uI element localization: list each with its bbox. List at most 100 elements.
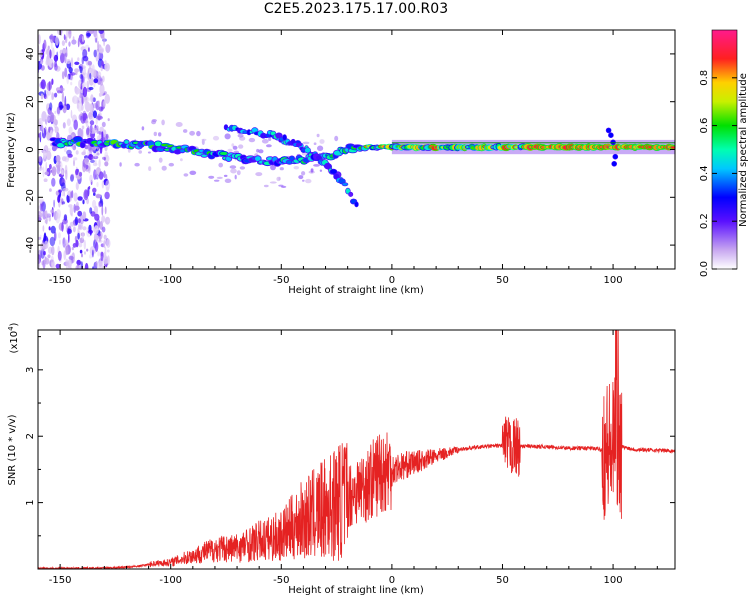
noise-speckle [101,215,106,223]
faint-blob [263,184,269,188]
noise-speckle [86,32,92,37]
noise-speckle [84,262,89,269]
noise-speckle [65,246,69,256]
faint-blob [224,178,232,183]
noise-speckle [59,105,64,109]
noise-speckle [89,103,94,114]
x-tick-label: -100 [159,275,182,286]
noise-speckle [43,178,48,182]
noise-speckle [93,49,97,58]
noise-speckle [77,127,83,139]
noise-speckle [55,36,59,46]
faint-blob [91,127,97,134]
noise-speckle [90,94,94,103]
noise-speckle [60,190,65,197]
noise-speckle [84,100,89,111]
noise-speckle [49,129,53,136]
noise-speckle [83,67,86,76]
noise-speckle [88,86,94,91]
faint-blob [119,162,122,167]
noise-speckle [77,232,80,240]
noise-speckle [44,171,50,176]
noise-speckle [93,30,98,38]
noise-speckle [74,216,78,226]
y-tick-label: -20 [25,189,36,205]
noise-speckle [49,163,52,170]
noise-speckle [92,187,97,193]
faint-blob [238,144,244,149]
noise-speckle [41,111,47,122]
noise-speckle [61,169,64,175]
trace-blob [669,145,675,150]
noise-speckle [101,180,105,189]
noise-speckle [68,30,72,39]
faint-blob [138,150,142,154]
noise-speckle [79,66,83,74]
y-tick-label: 2 [25,433,36,439]
noise-speckle [79,88,82,98]
noise-speckle [93,225,99,235]
noise-speckle [38,217,42,222]
noise-speckle [68,255,74,261]
noise-speckle [83,239,87,250]
noise-speckle [51,145,57,152]
noise-speckle [100,251,104,257]
noise-speckle [97,251,100,257]
noise-speckle [61,40,65,46]
noise-speckle [95,260,98,267]
faint-blob [229,165,237,169]
y-tick-label: 40 [25,48,36,61]
x-tick-label: -100 [159,575,182,586]
faint-blob [305,178,312,184]
noise-speckle [94,241,99,252]
faint-blob [134,162,140,167]
faint-blob [196,130,201,137]
noise-speckle [91,156,96,160]
noise-speckle [51,92,55,100]
x-tick-label: 50 [496,275,509,286]
noise-speckle [74,61,80,65]
noise-speckle [82,199,85,205]
noise-speckle [92,199,97,209]
noise-speckle [68,204,73,208]
noise-speckle [40,61,43,65]
noise-speckle [81,253,83,258]
faint-blob [255,172,263,177]
noise-speckle [49,188,52,192]
noise-speckle [89,207,93,214]
x-tick-label: 50 [496,575,509,586]
noise-speckle [75,181,79,191]
noise-speckle [100,78,103,82]
noise-speckle [54,92,58,98]
noise-speckle [106,249,110,253]
noise-speckle [48,81,52,90]
noise-speckle [71,39,77,45]
noise-speckle [77,218,81,224]
noise-speckle [69,191,72,199]
noise-speckle [93,232,99,243]
faint-blob [224,133,231,140]
y-tick-label: 1 [25,499,36,505]
noise-speckle [66,227,70,235]
noise-speckle [104,191,110,200]
faint-blob [223,174,228,177]
noise-speckle [75,150,79,155]
noise-speckle [43,232,47,243]
noise-speckle [53,199,55,208]
faint-blob [175,122,183,127]
noise-speckle [101,198,104,207]
colorbar-tick-label: 0.8 [699,70,710,86]
noise-speckle [104,161,109,167]
noise-speckle [38,259,41,269]
snr-series-line [38,330,675,569]
noise-speckle [98,260,103,269]
noise-speckle [40,242,45,251]
spike-blob [610,139,616,146]
noise-speckle [51,47,55,59]
faint-blob [161,119,165,126]
noise-speckle [48,246,53,254]
noise-speckle [57,90,61,94]
noise-speckle [74,68,80,73]
noise-speckle [88,77,94,86]
noise-speckle [73,159,75,167]
